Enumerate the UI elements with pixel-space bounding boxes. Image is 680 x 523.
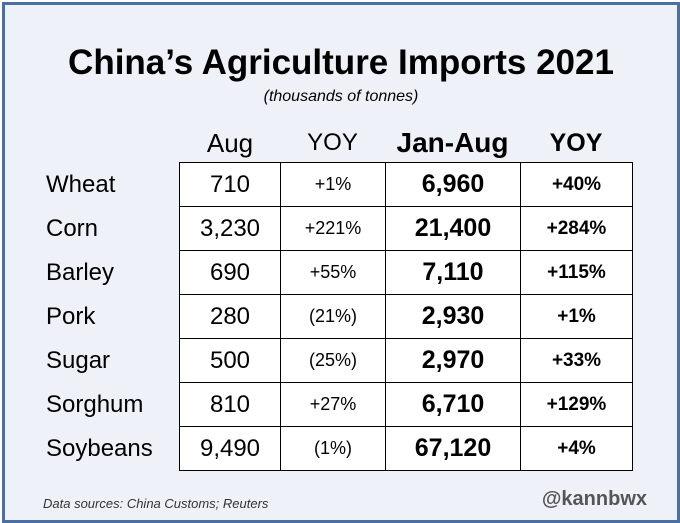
cell-aug-yoy: +1%: [280, 162, 386, 207]
cell-aug-yoy: (1%): [280, 426, 386, 471]
cell-jan-aug-yoy: +33%: [520, 338, 633, 383]
column-header-jan-aug: Jan-Aug: [396, 127, 509, 158]
row-label: Sugar: [46, 347, 111, 374]
column-header-aug-yoy: YOY: [307, 129, 358, 156]
cell-jan-aug-yoy: +284%: [520, 206, 633, 251]
table-row: 810 +27% 6,710 +129%: [179, 382, 633, 427]
cell-aug-yoy: (25%): [280, 338, 386, 383]
cell-jan-aug: 6,710: [385, 382, 521, 427]
cell-aug-yoy: +55%: [280, 250, 386, 295]
cell-aug: 9,490: [179, 426, 281, 471]
data-table: 710 +1% 6,960 +40% 3,230 +221% 21,400 +284% 690 +…: [179, 162, 633, 471]
table-row: 9,490 (1%) 67,120 +4%: [179, 426, 633, 471]
chart-subtitle: (thousands of tonnes): [263, 88, 419, 105]
cell-jan-aug-yoy: +40%: [520, 162, 633, 207]
cell-aug-yoy: (21%): [280, 294, 386, 339]
cell-aug: 690: [179, 250, 281, 295]
cell-jan-aug-yoy: +129%: [520, 382, 633, 427]
table-row: 710 +1% 6,960 +40%: [179, 162, 633, 207]
chart-title: China’s Agriculture Imports 2021: [68, 43, 614, 82]
cell-jan-aug: 2,970: [385, 338, 521, 383]
row-label: Sorghum: [46, 391, 144, 418]
source-note: Data sources: China Customs; Reuters: [43, 496, 269, 511]
cell-jan-aug: 7,110: [385, 250, 521, 295]
table-row: 3,230 +221% 21,400 +284%: [179, 206, 633, 251]
cell-jan-aug-yoy: +1%: [520, 294, 633, 339]
column-header-aug: Aug: [206, 128, 254, 158]
cell-jan-aug: 2,930: [385, 294, 521, 339]
author-handle: @kannbwx: [541, 488, 647, 510]
cell-aug-yoy: +27%: [280, 382, 386, 427]
row-label: Wheat: [46, 171, 116, 198]
cell-aug: 3,230: [179, 206, 281, 251]
table-row: 280 (21%) 2,930 +1%: [179, 294, 633, 339]
cell-aug: 710: [179, 162, 281, 207]
cell-aug: 280: [179, 294, 281, 339]
column-header-jan-aug-yoy: YOY: [549, 129, 603, 157]
row-label: Barley: [46, 259, 115, 286]
cell-jan-aug: 21,400: [385, 206, 521, 251]
cell-aug-yoy: +221%: [280, 206, 386, 251]
cell-aug: 500: [179, 338, 281, 383]
table-row: 500 (25%) 2,970 +33%: [179, 338, 633, 383]
cell-jan-aug: 67,120: [385, 426, 521, 471]
table-row: 690 +55% 7,110 +115%: [179, 250, 633, 295]
cell-jan-aug-yoy: +4%: [520, 426, 633, 471]
row-label: Soybeans: [46, 435, 153, 462]
row-label: Corn: [46, 215, 99, 242]
cell-jan-aug: 6,960: [385, 162, 521, 207]
cell-jan-aug-yoy: +115%: [520, 250, 633, 295]
row-label: Pork: [46, 303, 96, 330]
cell-aug: 810: [179, 382, 281, 427]
